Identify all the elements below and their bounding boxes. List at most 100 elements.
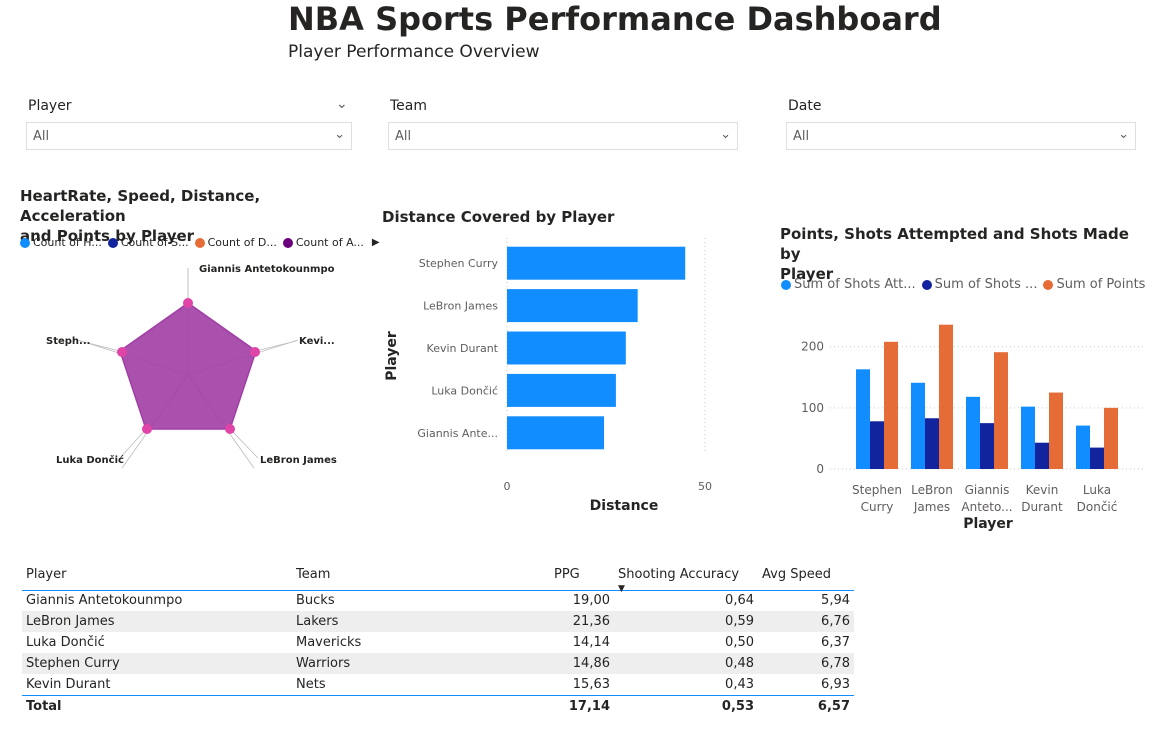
- legend-item[interactable]: Count of D...: [194, 236, 277, 249]
- category-label: Curry: [861, 500, 894, 514]
- legend-dot: [194, 237, 205, 248]
- legend-label: Count of H...: [33, 236, 102, 249]
- radar-leader-line: [255, 340, 297, 352]
- column-bar[interactable]: [884, 341, 898, 469]
- date-dropdown[interactable]: All ⌄: [786, 122, 1136, 150]
- legend-item[interactable]: Count of S...: [107, 236, 189, 249]
- radar-axis-label: LeBron James: [260, 455, 337, 466]
- column-bar[interactable]: [1049, 392, 1063, 469]
- category-label: Luka Dončić: [431, 384, 498, 397]
- points-title-line2: Player: [780, 265, 834, 283]
- radar-point[interactable]: [142, 424, 152, 434]
- table-cell: 6,57: [758, 694, 854, 717]
- column-header-shooting-accuracy[interactable]: Shooting Accuracy ▼: [614, 560, 758, 594]
- column-bar[interactable]: [939, 324, 953, 469]
- column-bar[interactable]: [994, 352, 1008, 469]
- table-cell: 19,00: [572, 593, 610, 609]
- y-tick-label: 100: [801, 401, 824, 415]
- chevron-down-icon: ⌄: [1118, 127, 1129, 142]
- distance-bar[interactable]: [507, 373, 616, 407]
- points-title-line1: Points, Shots Attempted and Shots Made b…: [780, 225, 1129, 263]
- column-header-team[interactable]: Team: [292, 560, 550, 591]
- radar-title-line2: and Points by Player: [20, 227, 195, 245]
- table-cell: Giannis Antetokounmpo: [26, 593, 183, 609]
- radar-leader-line: [119, 428, 147, 459]
- table-row[interactable]: Giannis Antetokounmpo Bucks 19,00 0,64 5,94: [22, 590, 854, 611]
- column-bar[interactable]: [1021, 406, 1035, 469]
- legend-dot: [921, 279, 932, 290]
- radar-title-line1: HeartRate, Speed, Distance, Acceleration: [20, 187, 261, 225]
- column-bar[interactable]: [966, 396, 980, 469]
- team-dropdown[interactable]: All ⌄: [388, 122, 738, 150]
- radar-point[interactable]: [250, 347, 260, 357]
- category-label: Kevin: [1026, 483, 1059, 497]
- radar-chart-title: HeartRate, Speed, Distance, Acceleration…: [20, 186, 360, 246]
- distance-bar[interactable]: [507, 246, 686, 280]
- column-header-player[interactable]: Player: [22, 560, 292, 591]
- radar-axis-label: Giannis Antetokounmpo: [199, 264, 335, 275]
- legend-item[interactable]: Sum of Points: [1043, 277, 1145, 292]
- x-tick-label: 50: [698, 480, 712, 493]
- y-tick-label: 0: [816, 462, 824, 476]
- table-cell: 6,78: [758, 653, 854, 674]
- category-label: Giannis: [965, 483, 1010, 497]
- table-cell: 0,53: [614, 694, 758, 717]
- legend-item[interactable]: Sum of Shots Att...: [781, 277, 916, 292]
- column-bar[interactable]: [1090, 447, 1104, 469]
- table-row[interactable]: LeBron James Lakers 21,36 0,59 6,76: [22, 611, 854, 632]
- table-row[interactable]: Luka Dončić Mavericks 14,14 0,50 6,37: [22, 632, 854, 653]
- column-bar[interactable]: [1035, 442, 1049, 469]
- player-slicer-label: Player: [28, 98, 72, 114]
- column-bar[interactable]: [911, 382, 925, 469]
- column-header-label: Shooting Accuracy: [618, 567, 740, 583]
- date-dropdown-value: All: [793, 129, 810, 144]
- table-cell: Luka Dončić: [26, 635, 105, 650]
- points-column-chart: 0 100 200 Stephen Curry LeBron James Giannis An…: [801, 324, 1145, 532]
- legend-item[interactable]: Sum of Shots ...: [921, 277, 1038, 292]
- page-subtitle: Player Performance Overview: [288, 42, 540, 62]
- category-label: Stephen: [852, 483, 902, 497]
- table-total-row[interactable]: Total 17,14 0,53 6,57: [22, 694, 854, 717]
- radar-point[interactable]: [117, 347, 127, 357]
- category-label: Giannis Ante...: [417, 427, 498, 440]
- player-dropdown[interactable]: All ⌄: [26, 122, 352, 150]
- column-header-avg-speed[interactable]: Avg Speed: [758, 560, 854, 591]
- legend-item[interactable]: Count of A...: [282, 236, 364, 249]
- distance-bar[interactable]: [507, 289, 638, 323]
- distance-bar[interactable]: [507, 416, 605, 450]
- y-axis-title: Player: [384, 331, 400, 381]
- legend-next-arrow-icon[interactable]: ▶: [371, 237, 380, 248]
- category-label: Dončić: [1077, 500, 1118, 514]
- player-slicer: Player ⌄ All ⌄: [24, 96, 354, 154]
- radar-chart: Giannis Antetokounmpo Kevi... LeBron Jam…: [46, 264, 337, 469]
- column-bar[interactable]: [980, 423, 994, 469]
- column-bar[interactable]: [870, 421, 884, 469]
- legend-label: Sum of Shots ...: [934, 277, 1038, 292]
- player-stats-table: Player Team PPG Shooting Accuracy ▼ Avg S…: [22, 560, 854, 717]
- distance-bar[interactable]: [507, 331, 626, 365]
- legend-label: Count of A...: [295, 236, 364, 249]
- column-bar[interactable]: [925, 418, 939, 469]
- chevron-down-icon: ⌄: [334, 127, 345, 142]
- table-cell: [292, 694, 550, 717]
- column-bar[interactable]: [856, 369, 870, 469]
- table-row[interactable]: Kevin Durant Nets 15,63 0,43 6,93: [22, 674, 854, 695]
- points-legend: Sum of Shots Att... Sum of Shots ... Sum…: [781, 277, 1151, 292]
- legend-dot: [781, 279, 791, 290]
- category-label: Stephen Curry: [419, 257, 499, 270]
- table-row[interactable]: Stephen Curry Warriors 14,86 0,48 6,78: [22, 653, 854, 674]
- table-cell: 6,37: [821, 635, 850, 650]
- column-header-ppg[interactable]: PPG: [550, 560, 614, 591]
- legend-label: Sum of Points: [1056, 277, 1146, 292]
- radar-point[interactable]: [225, 424, 235, 434]
- legend-dot: [1043, 279, 1054, 290]
- chevron-down-icon[interactable]: ⌄: [336, 96, 348, 112]
- legend-item[interactable]: Count of H...: [20, 236, 102, 249]
- radar-area[interactable]: [119, 302, 257, 430]
- column-bar[interactable]: [1104, 407, 1118, 469]
- team-slicer-label: Team: [390, 98, 428, 114]
- x-tick-label: 0: [504, 480, 511, 493]
- radar-point[interactable]: [183, 298, 193, 308]
- column-bar[interactable]: [1076, 425, 1090, 469]
- table-cell: 6,93: [821, 676, 850, 692]
